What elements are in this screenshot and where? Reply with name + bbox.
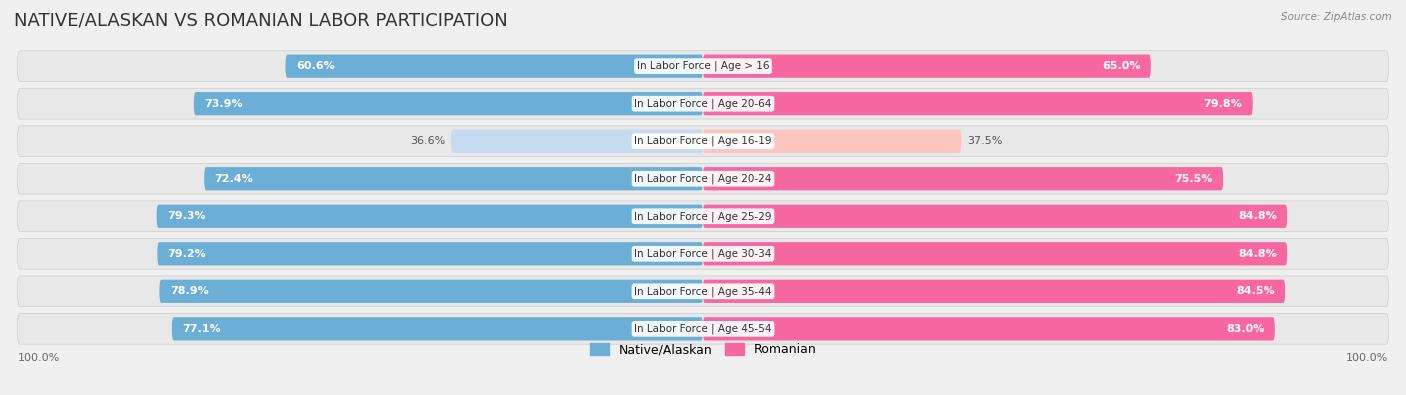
FancyBboxPatch shape [285,55,703,78]
FancyBboxPatch shape [17,126,1389,156]
FancyBboxPatch shape [17,276,1389,307]
Text: NATIVE/ALASKAN VS ROMANIAN LABOR PARTICIPATION: NATIVE/ALASKAN VS ROMANIAN LABOR PARTICI… [14,12,508,30]
FancyBboxPatch shape [17,88,1389,119]
Text: In Labor Force | Age 45-54: In Labor Force | Age 45-54 [634,324,772,334]
FancyBboxPatch shape [703,130,962,153]
Text: 73.9%: 73.9% [204,99,243,109]
FancyBboxPatch shape [156,205,703,228]
FancyBboxPatch shape [157,242,703,265]
FancyBboxPatch shape [703,280,1285,303]
Text: 79.2%: 79.2% [167,249,207,259]
Text: 72.4%: 72.4% [215,174,253,184]
Text: In Labor Force | Age 35-44: In Labor Force | Age 35-44 [634,286,772,297]
FancyBboxPatch shape [703,92,1253,115]
FancyBboxPatch shape [703,205,1288,228]
FancyBboxPatch shape [451,130,703,153]
Text: Source: ZipAtlas.com: Source: ZipAtlas.com [1281,12,1392,22]
Text: 36.6%: 36.6% [411,136,446,146]
Text: 75.5%: 75.5% [1174,174,1213,184]
Text: 83.0%: 83.0% [1226,324,1264,334]
FancyBboxPatch shape [703,167,1223,190]
FancyBboxPatch shape [204,167,703,190]
FancyBboxPatch shape [17,314,1389,344]
FancyBboxPatch shape [17,51,1389,81]
Legend: Native/Alaskan, Romanian: Native/Alaskan, Romanian [589,343,817,356]
FancyBboxPatch shape [194,92,703,115]
FancyBboxPatch shape [172,317,703,340]
Text: In Labor Force | Age 20-64: In Labor Force | Age 20-64 [634,98,772,109]
Text: 79.8%: 79.8% [1204,99,1243,109]
FancyBboxPatch shape [703,242,1288,265]
FancyBboxPatch shape [17,164,1389,194]
Text: 100.0%: 100.0% [17,353,59,363]
Text: 65.0%: 65.0% [1102,61,1140,71]
Text: In Labor Force | Age 25-29: In Labor Force | Age 25-29 [634,211,772,222]
Text: 84.5%: 84.5% [1236,286,1275,296]
Text: 79.3%: 79.3% [167,211,205,221]
Text: 60.6%: 60.6% [295,61,335,71]
Text: 84.8%: 84.8% [1239,211,1277,221]
Text: 84.8%: 84.8% [1239,249,1277,259]
Text: 37.5%: 37.5% [967,136,1002,146]
Text: In Labor Force | Age > 16: In Labor Force | Age > 16 [637,61,769,71]
Text: In Labor Force | Age 20-24: In Labor Force | Age 20-24 [634,173,772,184]
Text: In Labor Force | Age 16-19: In Labor Force | Age 16-19 [634,136,772,147]
FancyBboxPatch shape [17,239,1389,269]
Text: In Labor Force | Age 30-34: In Labor Force | Age 30-34 [634,248,772,259]
FancyBboxPatch shape [703,55,1152,78]
Text: 100.0%: 100.0% [1347,353,1389,363]
Text: 78.9%: 78.9% [170,286,208,296]
FancyBboxPatch shape [703,317,1275,340]
FancyBboxPatch shape [17,201,1389,231]
FancyBboxPatch shape [159,280,703,303]
Text: 77.1%: 77.1% [183,324,221,334]
